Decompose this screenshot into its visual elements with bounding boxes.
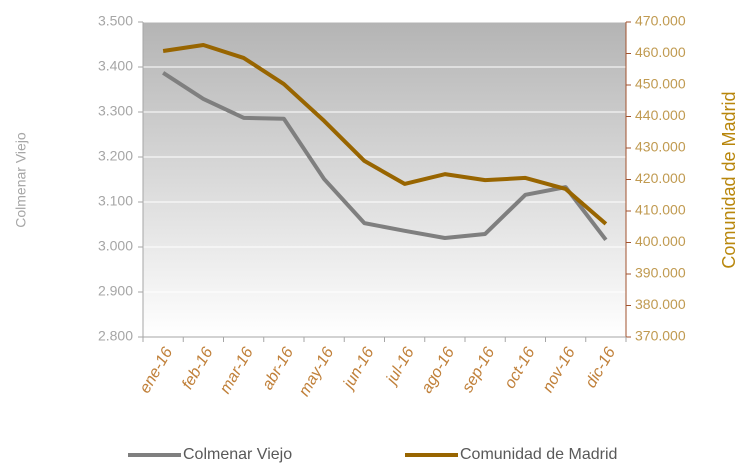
y-tick-label: 3.400 <box>98 58 133 74</box>
x-tick-label: abr-16 <box>259 345 297 393</box>
x-tick-label: jul-16 <box>382 345 417 389</box>
y-tick-label: 3.100 <box>98 193 133 209</box>
y2-tick-label: 420.000 <box>635 170 686 186</box>
y2-tick-label: 370.000 <box>635 328 686 344</box>
y2-tick-label: 450.000 <box>635 76 686 92</box>
y-axis-title: Colmenar Viejo <box>13 132 29 228</box>
x-tick-label: dic-16 <box>582 345 619 391</box>
y2-tick-label: 400.000 <box>635 233 686 249</box>
x-tick-label: mar-16 <box>217 345 257 397</box>
y2-tick-label: 380.000 <box>635 296 686 312</box>
y2-tick-label: 410.000 <box>635 202 686 218</box>
plot-area <box>143 22 626 337</box>
x-tick-label: ene-16 <box>137 345 177 397</box>
series-line <box>162 71 608 242</box>
x-tick-label: may-16 <box>296 345 337 400</box>
y-tick-label: 3.500 <box>98 13 133 29</box>
y-tick-label: 2.800 <box>98 328 133 344</box>
y-tick-label: 2.900 <box>98 283 133 299</box>
y-tick-label: 3.300 <box>98 103 133 119</box>
y2-tick-label: 430.000 <box>635 139 686 155</box>
x-tick-label: sep-16 <box>459 345 498 396</box>
x-tick-label: oct-16 <box>502 345 539 392</box>
y2-tick-label: 470.000 <box>635 13 686 29</box>
legend-label: Comunidad de Madrid <box>460 446 617 463</box>
x-tick-label: nov-16 <box>540 345 579 396</box>
x-tick-label: jun-16 <box>340 345 378 394</box>
y-tick-label: 3.000 <box>98 238 133 254</box>
legend-label: Colmenar Viejo <box>183 446 292 463</box>
y2-tick-label: 460.000 <box>635 44 686 60</box>
y2-axis-title: Comunidad de Madrid <box>719 91 739 268</box>
y2-tick-label: 390.000 <box>635 265 686 281</box>
x-tick-label: ago-16 <box>418 345 458 397</box>
y2-tick-label: 440.000 <box>635 107 686 123</box>
series-line <box>162 42 608 226</box>
y-tick-label: 3.200 <box>98 148 133 164</box>
x-tick-label: feb-16 <box>179 345 216 393</box>
